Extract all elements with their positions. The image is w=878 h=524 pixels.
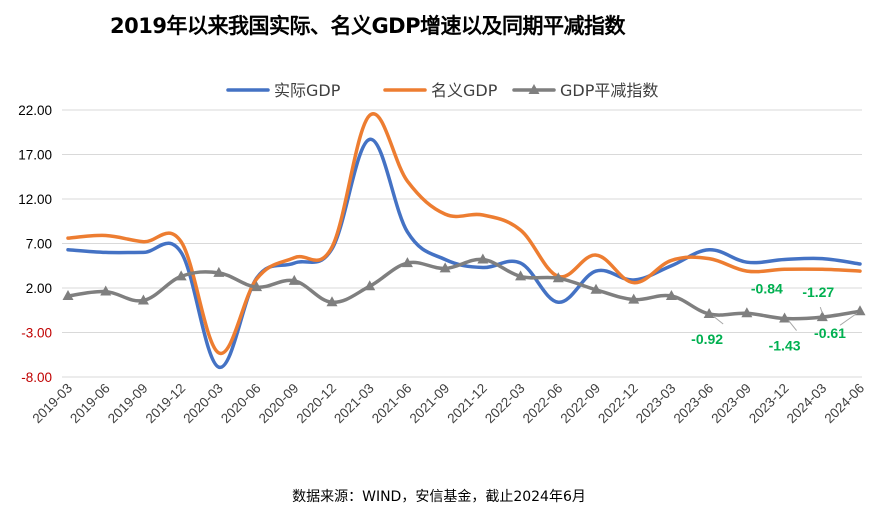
x-axis: 2019-032019-062019-092019-122020-032020-… [29, 381, 867, 427]
x-tick-label: 2019-03 [29, 381, 75, 427]
x-tick-label: 2023-06 [671, 381, 717, 427]
legend: 实际GDP 名义GDP GDP平减指数 [226, 81, 658, 100]
x-tick-label: 2022-03 [482, 381, 528, 427]
data-point-marker [665, 290, 677, 301]
x-tick-label: 2021-03 [331, 381, 377, 427]
x-tick-label: 2023-09 [708, 381, 754, 427]
data-point-marker [401, 257, 413, 268]
data-point-marker [515, 270, 527, 281]
x-tick-label: 2020-09 [256, 381, 302, 427]
y-tick-label: 2.00 [26, 281, 52, 296]
x-tick-label: 2019-12 [143, 381, 189, 427]
data-point-marker [213, 266, 225, 277]
data-point-marker [854, 305, 866, 316]
x-tick-label: 2024-06 [821, 381, 867, 427]
x-tick-label: 2020-12 [293, 381, 339, 427]
y-tick-label: 12.00 [18, 192, 52, 207]
y-tick-label: 22.00 [18, 103, 52, 118]
y-axis: 22.00 17.00 12.00 7.00 2.00 -3.00 -8.00 [18, 103, 52, 385]
data-point-marker [62, 290, 74, 301]
data-point-marker [779, 312, 791, 323]
data-point-marker [628, 293, 640, 304]
y-tick-label: -8.00 [21, 370, 52, 385]
x-tick-label: 2020-03 [180, 381, 226, 427]
annotation-leader [712, 315, 724, 325]
y-tick-label: 7.00 [26, 237, 52, 252]
x-tick-label: 2022-12 [595, 381, 641, 427]
data-label: -1.27 [802, 284, 834, 300]
x-tick-label: 2024-03 [784, 381, 830, 427]
data-point-marker [439, 262, 451, 273]
y-tick-label: 17.00 [18, 148, 52, 163]
series-line-1 [66, 112, 862, 355]
y-tick-label: -3.00 [21, 326, 52, 341]
data-point-marker [364, 280, 376, 291]
series-line-0 [66, 137, 862, 369]
data-point-marker [251, 281, 263, 292]
x-tick-label: 2022-06 [520, 381, 566, 427]
x-tick-label: 2019-09 [105, 381, 151, 427]
x-tick-label: 2023-03 [633, 381, 679, 427]
x-tick-label: 2020-06 [218, 381, 264, 427]
x-tick-label: 2023-12 [746, 381, 792, 427]
x-tick-label: 2021-06 [369, 381, 415, 427]
legend-label: 实际GDP [274, 81, 341, 100]
chart-title: 2019年以来我国实际、名义GDP增速以及同期平减指数 [110, 14, 626, 38]
legend-marker [528, 84, 540, 94]
data-point-marker [326, 296, 338, 307]
data-point-marker [100, 285, 112, 296]
x-tick-label: 2019-06 [67, 381, 113, 427]
data-label: -1.43 [769, 338, 801, 354]
x-tick-label: 2021-12 [444, 381, 490, 427]
data-point-marker [477, 253, 489, 264]
data-point-marker [816, 311, 828, 322]
annotation-leader [819, 306, 823, 314]
data-point-marker [137, 294, 149, 305]
x-tick-label: 2021-09 [407, 381, 453, 427]
series-line-2 [66, 257, 862, 321]
data-point-marker [590, 283, 602, 294]
annotation-layer: -0.92 -0.84 -1.43 -1.27 -0.61 [691, 280, 858, 354]
data-point-marker [175, 270, 187, 281]
series-layer [62, 112, 866, 369]
legend-label: GDP平减指数 [560, 81, 658, 100]
data-label: -0.61 [814, 325, 846, 341]
data-label: -0.84 [751, 280, 783, 296]
chart-source: 数据来源：WIND，安信基金，截止2024年6月 [292, 489, 586, 505]
data-point-marker [552, 272, 564, 283]
annotation-leader [839, 312, 858, 326]
legend-label: 名义GDP [431, 81, 498, 100]
grid-layer [62, 109, 862, 378]
data-point-marker [288, 274, 300, 285]
annotation-leader [788, 320, 797, 331]
x-tick-label: 2022-09 [557, 381, 603, 427]
data-point-marker [741, 307, 753, 318]
data-label: -0.92 [691, 331, 723, 347]
data-point-marker [703, 307, 715, 318]
